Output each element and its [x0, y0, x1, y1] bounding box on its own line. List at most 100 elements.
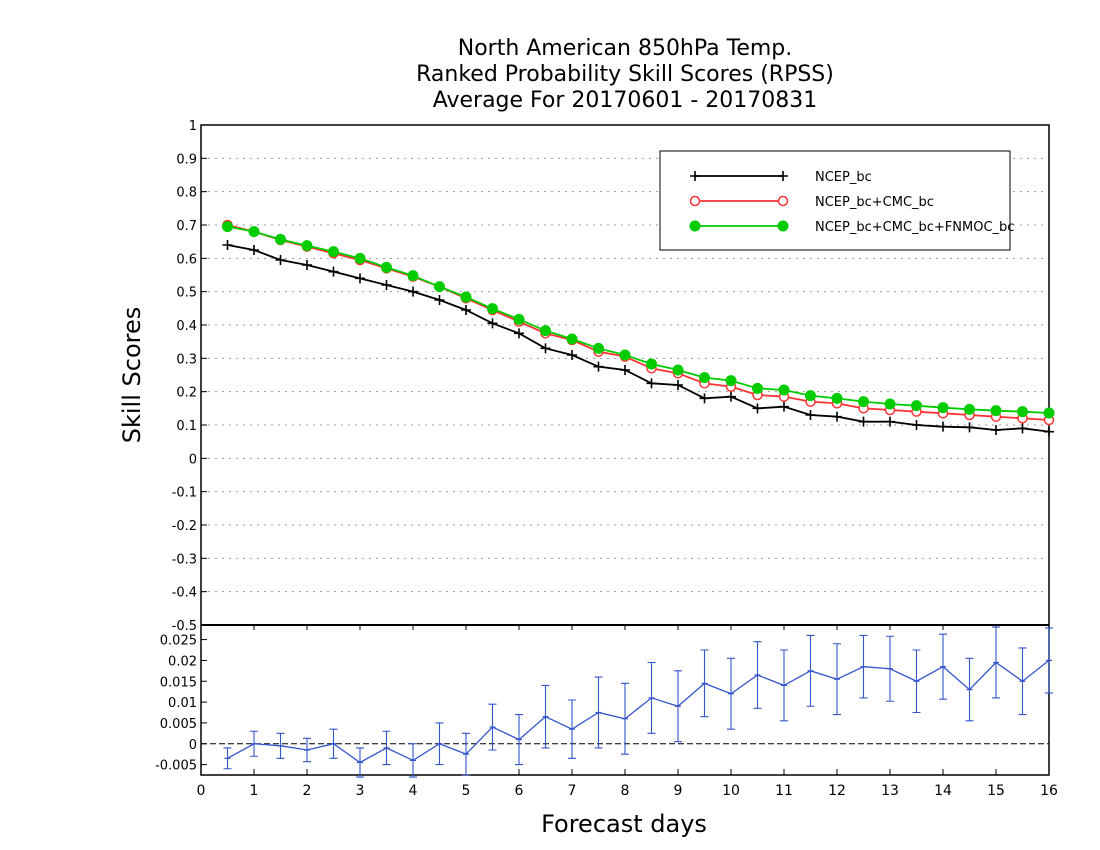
- x-tick-label: 13: [881, 783, 899, 799]
- data-point: [354, 252, 366, 264]
- data-point: [805, 410, 816, 420]
- data-point: [1017, 406, 1028, 418]
- y-tick-label: 0.025: [160, 634, 197, 649]
- y-tick-label: 0.4: [176, 319, 197, 334]
- data-point: [408, 286, 418, 297]
- series-line: [227, 224, 1050, 421]
- x-tick-label: 5: [462, 783, 471, 799]
- data-point: [620, 365, 630, 375]
- data-point: [646, 358, 657, 370]
- chart-title-line-3: Average For 20170601 - 20170831: [432, 88, 818, 113]
- y-tick-label: 0.5: [176, 286, 197, 301]
- data-point: [858, 416, 869, 427]
- chart-title-line-2: Ranked Probability Skill Scores (RPSS): [416, 62, 834, 87]
- x-tick-label: 12: [828, 783, 846, 799]
- x-tick-label: 15: [987, 783, 1005, 799]
- series-line: [227, 225, 1050, 414]
- data-point: [699, 372, 710, 384]
- x-tick-label: 1: [250, 783, 259, 799]
- data-point: [884, 398, 896, 410]
- y-tick-label: 1: [189, 119, 197, 134]
- difference-line: [227, 659, 1050, 764]
- x-tick-label: 3: [356, 783, 365, 799]
- data-point: [689, 195, 701, 207]
- y-tick-label: -0.4: [172, 586, 197, 601]
- data-point: [1044, 426, 1054, 437]
- y-tick-label: 0.6: [176, 252, 197, 267]
- y-tick-label: 0.2: [176, 386, 197, 401]
- x-tick-label: 0: [197, 783, 206, 799]
- y-tick-label: 0.3: [176, 352, 197, 367]
- y-tick-label: 0.7: [176, 219, 197, 234]
- legend-label: NCEP_bc+CMC_bc+FNMOC_bc: [815, 220, 1014, 235]
- data-point: [777, 195, 789, 207]
- data-point: [777, 220, 789, 232]
- data-point: [619, 349, 631, 361]
- data-point: [778, 171, 788, 181]
- data-point: [831, 392, 843, 404]
- data-point: [514, 328, 524, 339]
- data-point: [937, 402, 949, 414]
- y-tick-label: 0.9: [176, 152, 197, 167]
- data-point: [1043, 407, 1055, 419]
- data-point: [991, 425, 1001, 435]
- legend: NCEP_bc NCEP_bc+CMC_bc NCEP_bc+CMC_bc+FNMO…: [659, 150, 1014, 251]
- y-axis-label: Skill Scores: [118, 307, 146, 444]
- y-tick-label: 0.005: [160, 717, 197, 732]
- data-point: [672, 364, 684, 376]
- data-point: [832, 411, 842, 422]
- legend-label: NCEP_bc+CMC_bc: [815, 195, 934, 210]
- x-tick-label: 2: [303, 783, 312, 799]
- x-tick-label: 14: [934, 783, 952, 799]
- data-point: [964, 403, 975, 415]
- data-point: [646, 378, 657, 389]
- y-tick-label: 0.01: [168, 696, 197, 711]
- data-layer: [222, 219, 1055, 778]
- data-point: [567, 350, 577, 360]
- y-tick-label: -0.005: [155, 759, 197, 774]
- axes-layer: -0.4 -0.3 -0.2 -0.1 0 0.1 0.2 0.3 0.4 0.5 0.6 0.7 0.…: [155, 119, 1058, 799]
- data-point: [407, 270, 419, 282]
- data-point: [328, 266, 339, 277]
- data-point: [460, 291, 472, 303]
- x-tick-label: 16: [1040, 783, 1058, 799]
- data-point: [434, 295, 445, 305]
- data-point: [1017, 423, 1028, 434]
- data-point: [249, 245, 259, 255]
- grid-layer: [201, 157, 1049, 593]
- x-tick-label: 11: [775, 783, 793, 799]
- data-point: [275, 255, 286, 265]
- y-tick-label: 0.015: [160, 675, 197, 690]
- data-point: [911, 400, 922, 412]
- x-tick-label: 6: [515, 783, 524, 799]
- data-point: [381, 280, 392, 290]
- y-tick-label: 0.8: [176, 186, 197, 201]
- data-point: [593, 361, 604, 372]
- data-point: [990, 405, 1002, 417]
- series-line: [227, 244, 1050, 433]
- y-tick-label: -0.3: [172, 552, 197, 567]
- data-point: [858, 396, 869, 408]
- data-point: [726, 391, 736, 402]
- data-point: [938, 421, 948, 432]
- data-point: [911, 420, 922, 430]
- data-point: [699, 393, 710, 404]
- y-tick-label: 0.02: [168, 654, 197, 669]
- data-point: [513, 313, 525, 325]
- data-point: [779, 401, 789, 412]
- data-point: [593, 342, 604, 354]
- y-tick-label: -0.1: [172, 486, 197, 501]
- x-axis-label: Forecast days: [541, 810, 707, 838]
- data-point: [487, 318, 498, 329]
- data-point: [689, 220, 701, 232]
- y-tick-label: -0.5: [172, 619, 197, 634]
- data-point: [566, 333, 578, 345]
- data-point: [725, 375, 737, 387]
- chart-title-line-1: North American 850hPa Temp.: [457, 36, 793, 61]
- data-point: [885, 416, 895, 427]
- data-point: [673, 380, 683, 390]
- data-point: [222, 221, 233, 233]
- data-point: [690, 171, 700, 181]
- x-tick-label: 10: [722, 783, 740, 799]
